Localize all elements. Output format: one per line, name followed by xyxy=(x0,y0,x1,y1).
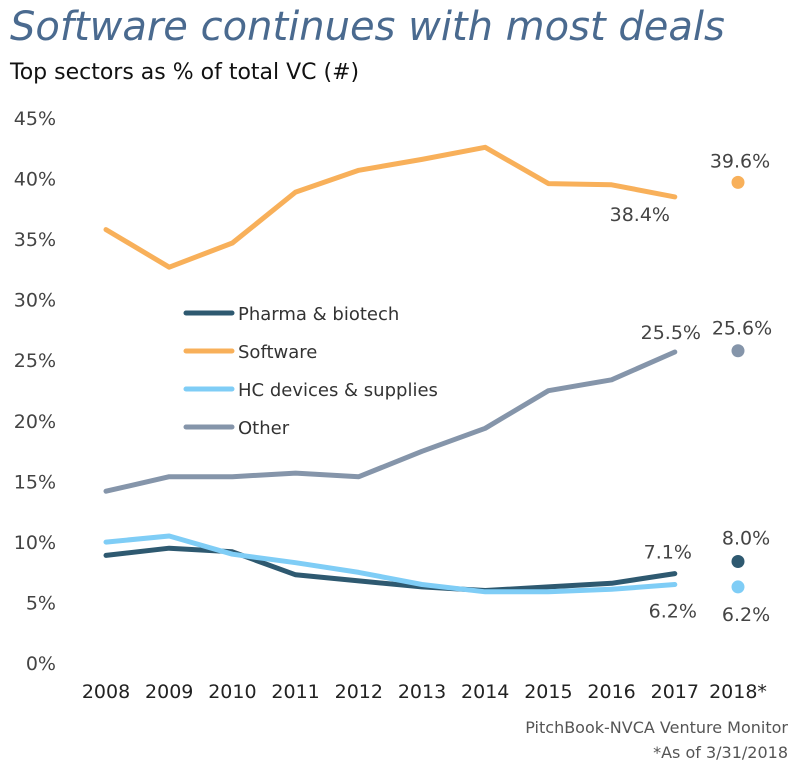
point-2018-pharma-biotech xyxy=(731,554,745,568)
point-2018-other xyxy=(731,344,745,358)
y-tick-label: 20% xyxy=(14,411,56,433)
y-tick-label: 5% xyxy=(26,592,56,614)
y-tick-label: 25% xyxy=(14,350,56,372)
x-tick-label: 2016 xyxy=(587,681,635,703)
y-tick-label: 0% xyxy=(26,653,56,675)
series-lines xyxy=(103,144,678,595)
x-tick-label: 2013 xyxy=(398,681,446,703)
y-tick-label: 10% xyxy=(14,532,56,554)
data-labels: 7.1% 8.0% 38.4% 39.6% 6.2% 6.2% 25.5% 25.6% xyxy=(610,150,773,626)
data-label: 6.2% xyxy=(649,600,697,622)
y-tick-label: 15% xyxy=(14,471,56,493)
chart-title: Software continues with most deals xyxy=(10,4,725,50)
y-axis: 0% 5% 10% 15% 20% 25% 30% 35% 40% 45% xyxy=(14,108,56,675)
series-line-software xyxy=(103,144,678,270)
x-tick-label: 2018* xyxy=(709,681,767,703)
y-tick-label: 40% xyxy=(14,169,56,191)
x-tick-label: 2009 xyxy=(145,681,193,703)
x-tick-label: 2017 xyxy=(651,681,699,703)
legend-label: Pharma & biotech xyxy=(238,304,399,325)
x-axis: 2008 2009 2010 2011 2012 2013 2014 2015 2016 2017… xyxy=(82,681,767,703)
data-label: 38.4% xyxy=(610,204,670,226)
series-line-other xyxy=(103,349,678,494)
x-tick-label: 2012 xyxy=(335,681,383,703)
legend-label: Software xyxy=(238,342,317,363)
point-2018-software xyxy=(731,175,745,189)
legend-label: HC devices & supplies xyxy=(238,380,438,401)
series-line-hc-devices-supplies xyxy=(103,533,678,595)
legend: Pharma & biotech Software HC devices & sup… xyxy=(183,304,438,439)
point-2018-hc-devices-supplies xyxy=(731,580,745,594)
y-tick-label: 45% xyxy=(14,108,56,130)
series-line-pharma-biotech xyxy=(103,545,678,593)
footnote-text: *As of 3/31/2018 xyxy=(653,743,788,762)
x-tick-label: 2014 xyxy=(461,681,509,703)
x-tick-label: 2010 xyxy=(208,681,256,703)
data-label: 7.1% xyxy=(644,542,692,564)
source-text: PitchBook-NVCA Venture Monitor xyxy=(525,718,788,737)
chart-subtitle: Top sectors as % of total VC (#) xyxy=(10,60,360,85)
y-tick-label: 35% xyxy=(14,229,56,251)
x-tick-label: 2008 xyxy=(82,681,130,703)
data-label: 25.6% xyxy=(712,318,772,340)
x-tick-label: 2015 xyxy=(524,681,572,703)
legend-label: Other xyxy=(238,418,290,439)
y-tick-label: 30% xyxy=(14,290,56,312)
data-label: 6.2% xyxy=(722,604,770,626)
data-label: 25.5% xyxy=(641,322,701,344)
data-label: 8.0% xyxy=(722,527,770,549)
series-points-2018 xyxy=(731,175,745,594)
x-tick-label: 2011 xyxy=(271,681,319,703)
data-label: 39.6% xyxy=(710,150,770,172)
